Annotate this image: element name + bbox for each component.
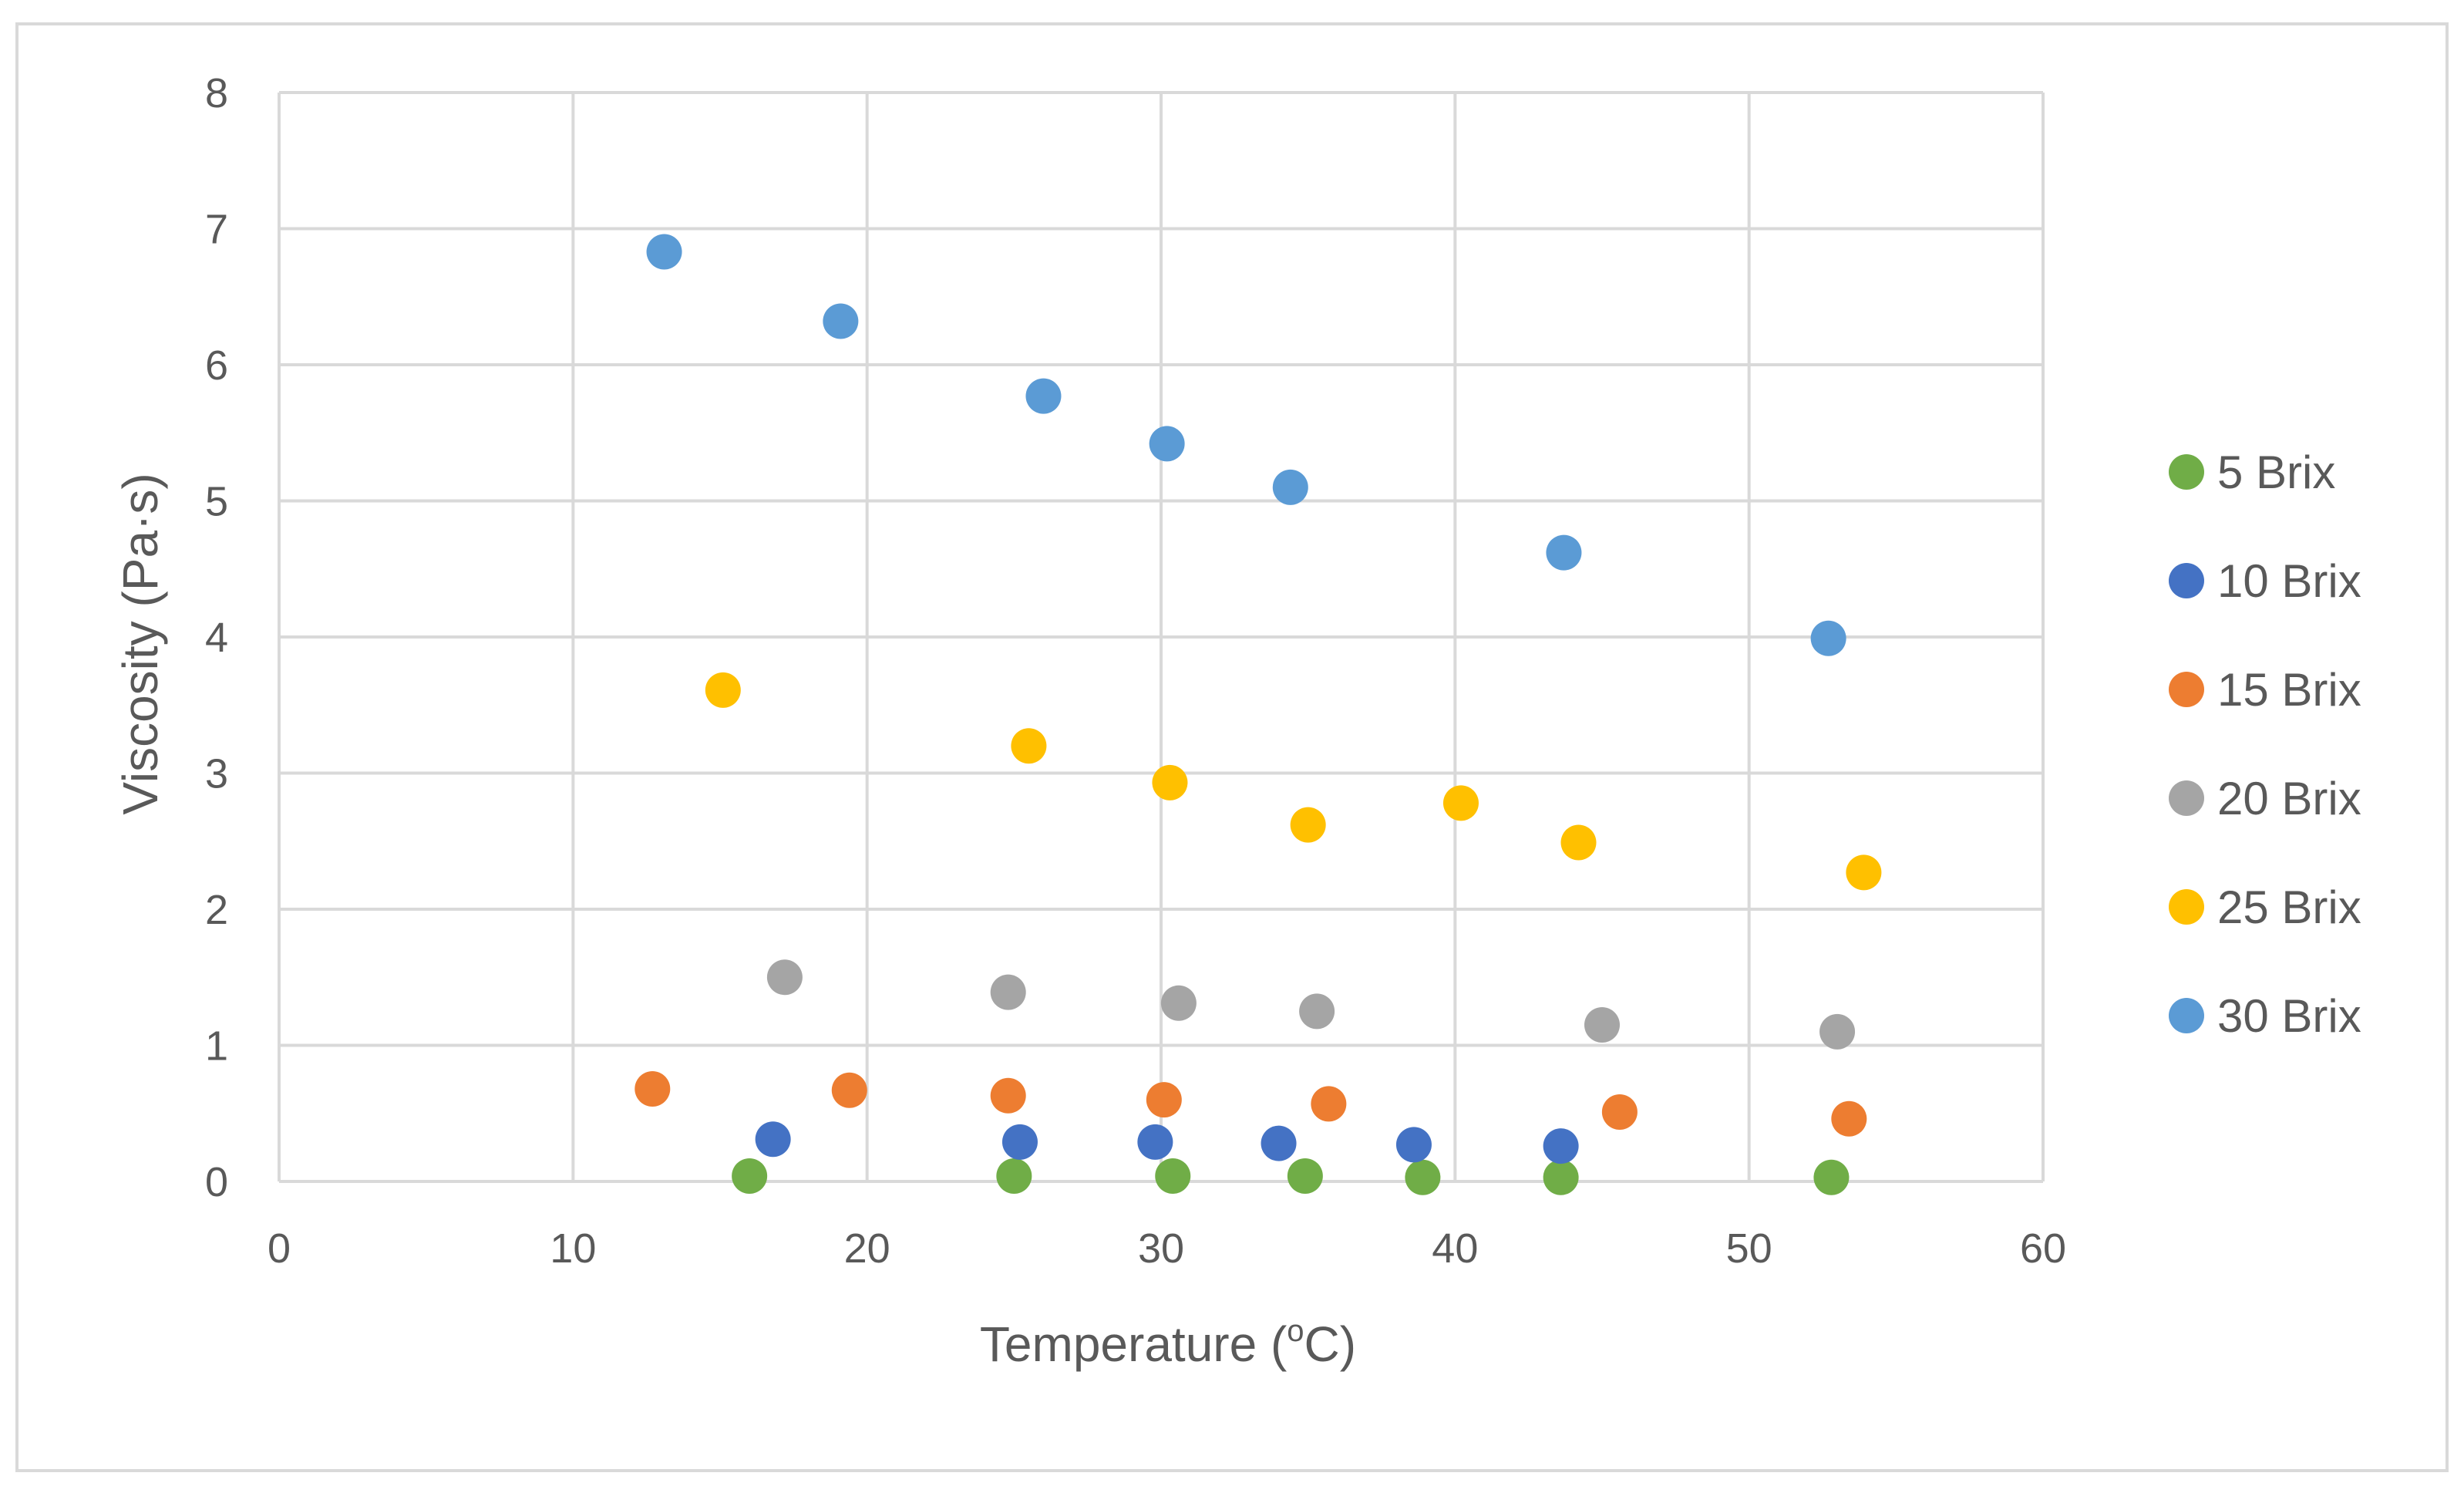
data-point-20-brix (1160, 985, 1197, 1021)
y-tick-label: 4 (205, 615, 228, 661)
x-axis-title-tail: C) (1304, 1316, 1357, 1372)
x-axis-title-superscript: o (1287, 1314, 1304, 1348)
legend-label: 15 Brix (2217, 664, 2361, 716)
legend-item-15-brix: 15 Brix (2169, 664, 2361, 716)
data-point-25-brix (1152, 764, 1188, 800)
legend-marker (2169, 889, 2204, 925)
legend-label: 5 Brix (2217, 447, 2335, 498)
data-point-30-brix (1149, 426, 1185, 462)
x-tick-label: 20 (844, 1225, 890, 1272)
y-tick-label: 6 (205, 342, 228, 389)
data-point-20-brix (1584, 1007, 1620, 1043)
data-point-30-brix (823, 303, 859, 339)
legend-marker (2169, 563, 2204, 598)
y-tick-label: 2 (205, 887, 228, 933)
data-point-20-brix (766, 959, 803, 996)
legend-item-10-brix: 10 Brix (2169, 555, 2361, 607)
y-tick-label: 5 (205, 479, 228, 525)
data-point-5-brix (996, 1158, 1032, 1194)
y-tick-label: 3 (205, 751, 228, 797)
legend-item-20-brix: 20 Brix (2169, 773, 2361, 824)
data-point-20-brix (1299, 993, 1335, 1030)
data-point-15-brix (990, 1077, 1026, 1114)
y-axis-title: Viscosity (Pa·s) (113, 473, 168, 814)
data-point-20-brix (1819, 1013, 1856, 1050)
legend: 5 Brix 10 Brix 15 Brix 20 Brix 25 Brix 30 Bri… (2169, 447, 2361, 1042)
legend-label: 10 Brix (2217, 555, 2361, 607)
data-point-25-brix (705, 672, 741, 708)
legend-item-25-brix: 25 Brix (2169, 881, 2361, 933)
legend-item-5-brix: 5 Brix (2169, 447, 2335, 498)
data-point-15-brix (1601, 1094, 1638, 1130)
data-point-10-brix (755, 1121, 791, 1158)
x-tick-label: 30 (1138, 1225, 1184, 1272)
data-point-30-brix (646, 234, 682, 270)
x-tick-label: 50 (1726, 1225, 1772, 1272)
data-point-5-brix (1287, 1158, 1323, 1194)
data-point-20-brix (990, 974, 1026, 1010)
x-axis-title: Temperature (oC) (980, 1314, 1356, 1372)
data-point-30-brix (1546, 534, 1582, 571)
data-point-25-brix (1846, 854, 1882, 891)
data-point-15-brix (635, 1070, 671, 1107)
data-point-10-brix (1543, 1128, 1579, 1164)
data-point-10-brix (1261, 1125, 1297, 1161)
data-point-25-brix (1560, 824, 1597, 861)
data-point-5-brix (1813, 1159, 1850, 1195)
legend-marker (2169, 780, 2204, 816)
y-tick-label: 7 (205, 207, 228, 253)
x-tick-label: 60 (2020, 1225, 2066, 1272)
x-axis-title-main: Temperature ( (980, 1316, 1287, 1372)
legend-label: 30 Brix (2217, 990, 2361, 1042)
data-point-15-brix (1831, 1100, 1867, 1137)
x-tick-label: 40 (1432, 1225, 1478, 1272)
legend-item-30-brix: 30 Brix (2169, 990, 2361, 1042)
data-point-25-brix (1011, 728, 1047, 764)
data-point-25-brix (1442, 785, 1479, 821)
data-point-10-brix (1395, 1127, 1432, 1163)
data-point-5-brix (732, 1158, 768, 1194)
legend-marker (2169, 672, 2204, 707)
data-point-5-brix (1155, 1158, 1191, 1194)
data-point-15-brix (1146, 1082, 1182, 1118)
legend-marker (2169, 454, 2204, 490)
data-point-10-brix (1137, 1124, 1173, 1160)
data-point-30-brix (1025, 378, 1062, 414)
chart-border (15, 22, 2449, 1472)
data-points (635, 234, 1882, 1195)
data-point-5-brix (1543, 1159, 1579, 1195)
data-point-15-brix (1311, 1086, 1347, 1122)
x-tick-label: 0 (268, 1225, 291, 1272)
y-tick-label: 0 (205, 1159, 228, 1205)
legend-marker (2169, 998, 2204, 1033)
tick-labels: 0 10 20 30 40 50 60 0 1 2 3 4 5 6 7 8 (205, 70, 2066, 1272)
data-point-10-brix (1001, 1124, 1038, 1160)
data-point-30-brix (1272, 469, 1308, 505)
data-point-5-brix (1405, 1159, 1441, 1195)
legend-label: 20 Brix (2217, 773, 2361, 824)
legend-label: 25 Brix (2217, 881, 2361, 933)
x-tick-label: 10 (550, 1225, 596, 1272)
data-point-15-brix (831, 1072, 867, 1108)
data-point-25-brix (1290, 807, 1326, 843)
y-tick-label: 8 (205, 70, 228, 116)
y-tick-label: 1 (205, 1023, 228, 1070)
gridlines (278, 91, 2045, 1183)
data-point-30-brix (1810, 620, 1846, 656)
